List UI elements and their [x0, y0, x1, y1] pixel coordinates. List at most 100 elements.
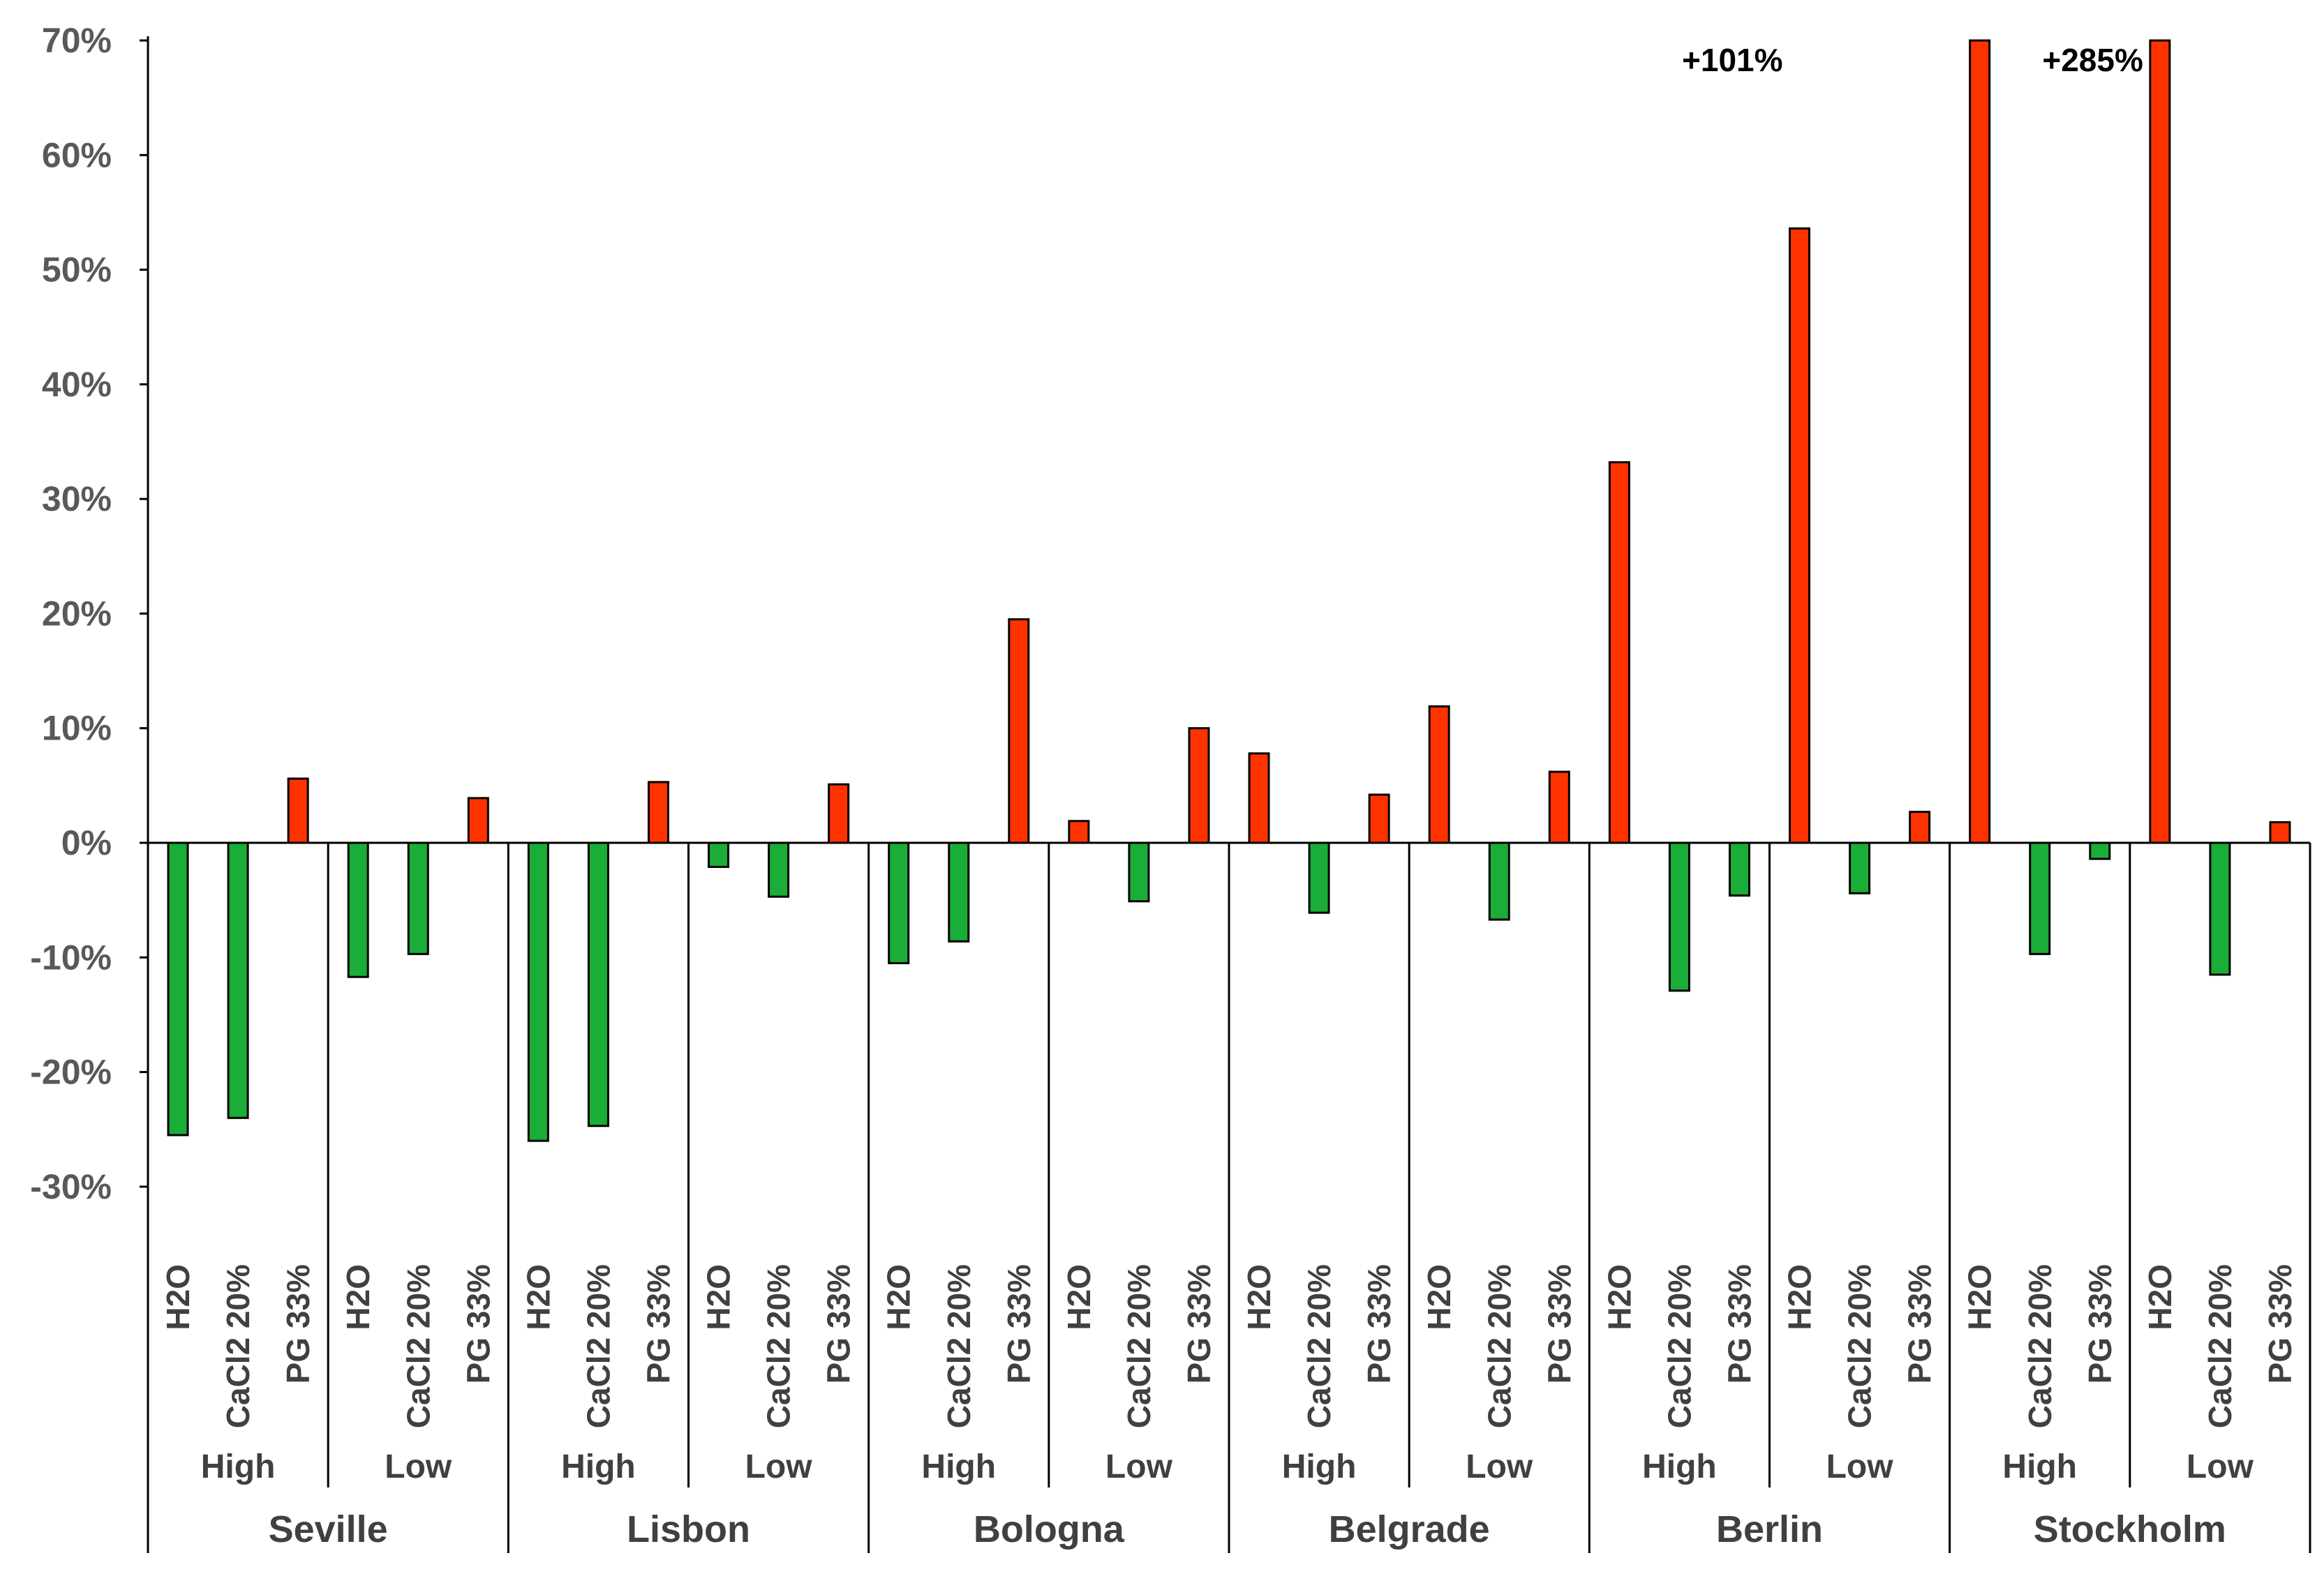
fluid-label: CaCl2 20% — [1661, 1264, 1697, 1428]
bar-stockholm-high-pg-33- — [2089, 841, 2111, 860]
fluid-label: PG 33% — [821, 1264, 857, 1384]
y-tick-label: 0% — [61, 823, 112, 862]
bar-seville-high-h2o — [167, 841, 189, 1137]
bar-seville-low-cacl2-20- — [407, 841, 429, 955]
bar-belgrade-high-h2o — [1248, 752, 1270, 844]
fluid-label: PG 33% — [1181, 1264, 1217, 1384]
city-label: Berlin — [1716, 1508, 1823, 1550]
level-label: Low — [2187, 1448, 2254, 1485]
bar-belgrade-low-h2o — [1428, 705, 1450, 844]
bar-bologna-low-h2o — [1068, 820, 1090, 844]
fluid-label: CaCl2 20% — [761, 1264, 797, 1428]
bar-belgrade-low-cacl2-20- — [1488, 841, 1510, 921]
fluid-label: H2O — [881, 1264, 917, 1331]
city-label: Seville — [269, 1508, 388, 1550]
bar-seville-high-pg-33- — [287, 777, 309, 844]
bar-stockholm-low-cacl2-20- — [2209, 841, 2231, 976]
fluid-label: PG 33% — [1721, 1264, 1757, 1384]
bar-lisbon-low-pg-33- — [828, 783, 850, 844]
fluid-label: CaCl2 20% — [1481, 1264, 1517, 1428]
y-tick-label: 70% — [42, 21, 112, 60]
fluid-label: CaCl2 20% — [220, 1264, 256, 1428]
y-tick-label: -20% — [30, 1053, 112, 1092]
bar-belgrade-high-pg-33- — [1368, 793, 1390, 844]
fluid-label: PG 33% — [460, 1264, 496, 1384]
bar-lisbon-high-cacl2-20- — [587, 841, 609, 1127]
bar-berlin-high-pg-33- — [1728, 841, 1750, 897]
bar-belgrade-high-cacl2-20- — [1308, 841, 1330, 914]
y-tick-label: 10% — [42, 709, 112, 748]
city-label: Belgrade — [1329, 1508, 1490, 1550]
bar-berlin-low-cacl2-20- — [1849, 841, 1871, 894]
level-label: Low — [1826, 1448, 1894, 1485]
bar-bologna-high-h2o — [888, 841, 910, 964]
fluid-label: PG 33% — [1902, 1264, 1938, 1384]
y-tick-label: 50% — [42, 250, 112, 290]
level-label: Low — [1466, 1448, 1533, 1485]
level-label: Low — [745, 1448, 813, 1485]
bar-bologna-low-pg-33- — [1188, 727, 1210, 844]
bar-stockholm-low-pg-33- — [2269, 820, 2291, 844]
bar-seville-low-pg-33- — [467, 797, 489, 844]
bar-berlin-high-h2o — [1608, 461, 1630, 844]
bar-bologna-high-cacl2-20- — [948, 841, 970, 943]
city-label: Bologna — [974, 1508, 1125, 1550]
fluid-label: CaCl2 20% — [2022, 1264, 2058, 1428]
level-label: High — [1642, 1448, 1717, 1485]
fluid-label: H2O — [1421, 1264, 1457, 1331]
level-label: Low — [385, 1448, 452, 1485]
bar-stockholm-high-cacl2-20- — [2029, 841, 2051, 955]
bar-bologna-high-pg-33- — [1008, 618, 1030, 844]
bar-berlin-low-pg-33- — [1909, 811, 1931, 844]
fluid-label: CaCl2 20% — [400, 1264, 436, 1428]
level-label: High — [1282, 1448, 1357, 1485]
fluid-label: H2O — [340, 1264, 376, 1331]
city-label: Lisbon — [627, 1508, 750, 1550]
level-label: High — [561, 1448, 636, 1485]
bar-seville-low-h2o — [347, 841, 369, 978]
bar-value-annotation: +285% — [2042, 42, 2143, 78]
fluid-label: CaCl2 20% — [941, 1264, 977, 1428]
bar-value-annotation: +101% — [1682, 42, 1783, 78]
bar-belgrade-low-pg-33- — [1548, 770, 1570, 844]
bar-lisbon-high-pg-33- — [647, 781, 669, 844]
fluid-label: CaCl2 20% — [580, 1264, 616, 1428]
y-tick-label: 30% — [42, 479, 112, 518]
y-tick-label: 60% — [42, 135, 112, 174]
level-label: Low — [1105, 1448, 1173, 1485]
fluid-label: H2O — [1241, 1264, 1277, 1331]
level-label: High — [201, 1448, 276, 1485]
fluid-label: H2O — [1601, 1264, 1637, 1331]
fluid-label: PG 33% — [280, 1264, 316, 1384]
fluid-label: PG 33% — [1001, 1264, 1037, 1384]
bar-seville-high-cacl2-20- — [227, 841, 249, 1119]
fluid-label: CaCl2 20% — [2202, 1264, 2238, 1428]
fluid-label: H2O — [2142, 1264, 2178, 1331]
level-label: High — [921, 1448, 996, 1485]
bar-bologna-low-cacl2-20- — [1128, 841, 1150, 903]
fluid-label: H2O — [701, 1264, 737, 1331]
y-tick-label: 20% — [42, 594, 112, 633]
level-label: High — [2002, 1448, 2077, 1485]
fluid-label: H2O — [1782, 1264, 1818, 1331]
fluid-label: CaCl2 20% — [1121, 1264, 1157, 1428]
fluid-label: H2O — [1061, 1264, 1097, 1331]
fluid-label: H2O — [160, 1264, 196, 1331]
fluid-label: H2O — [1962, 1264, 1998, 1331]
bar-lisbon-high-h2o — [527, 841, 549, 1142]
y-axis: -30% -20% -10% 0% 10% 20% 30% 40% 50% 60% 70% — [30, 21, 149, 1206]
bar-lisbon-low-h2o — [708, 841, 730, 868]
fluid-label: H2O — [520, 1264, 556, 1331]
bar-lisbon-low-cacl2-20- — [768, 841, 790, 898]
y-tick-label: -10% — [30, 938, 112, 977]
fluid-label: PG 33% — [2262, 1264, 2298, 1384]
fluid-label: PG 33% — [1361, 1264, 1397, 1384]
y-tick-label: -30% — [30, 1167, 112, 1206]
bar-berlin-high-cacl2-20- — [1668, 841, 1690, 992]
fluid-label: PG 33% — [1541, 1264, 1577, 1384]
fluid-label: PG 33% — [2082, 1264, 2118, 1384]
x-axis: H2O CaCl2 20% PG 33% H2O CaCl2 20% PG 33% H2O C… — [147, 843, 2311, 1553]
fluid-label: CaCl2 20% — [1301, 1264, 1337, 1428]
bar-berlin-low-h2o — [1789, 227, 1811, 844]
